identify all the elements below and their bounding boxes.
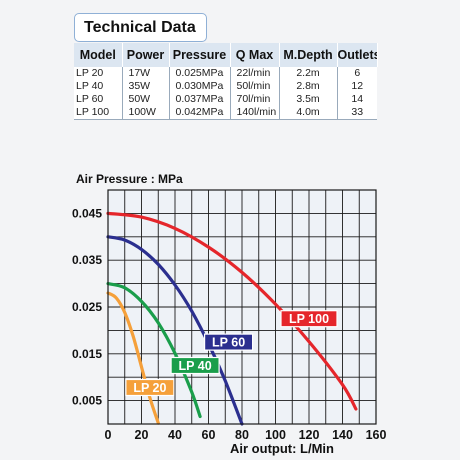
cell-mdepth: 2.8m	[278, 80, 337, 93]
cell-qmax: 22l/min	[229, 67, 279, 80]
x-tick-label: 0	[105, 428, 112, 442]
cell-model: LP 60	[74, 93, 122, 106]
cell-outlets: 12	[336, 80, 377, 93]
y-tick-label: 0.005	[72, 394, 102, 408]
table-row: LP 20 17W 0.025MPa 22l/min 2.2m 6	[74, 67, 377, 80]
cell-power: 35W	[121, 80, 169, 93]
series-label-box-lp20	[125, 378, 175, 397]
cell-mdepth: 2.2m	[278, 67, 337, 80]
series-line-lp100	[106, 211, 358, 411]
cell-power: 100W	[121, 106, 169, 120]
col-header-mdepth: M.Depth	[279, 43, 338, 67]
y-tick-label: 0.015	[72, 347, 102, 361]
page-title: Technical Data	[84, 19, 196, 36]
col-header-power: Power	[122, 43, 170, 67]
x-tick-label: 100	[265, 428, 286, 442]
table-header-row: Model Power Pressure Q Max M.Depth Outle…	[74, 43, 378, 67]
series-line-lp20	[106, 291, 160, 425]
x-tick-label: 120	[299, 428, 320, 442]
series-line-lp60	[106, 235, 244, 426]
y-axis-label: Air Pressure : MPa	[76, 172, 183, 186]
cell-mdepth: 3.5m	[278, 93, 337, 106]
cell-power: 50W	[121, 93, 169, 106]
spec-table: Model Power Pressure Q Max M.Depth Outle…	[74, 43, 378, 120]
table-row: LP 60 50W 0.037MPa 70l/min 3.5m 14	[74, 93, 377, 106]
cell-qmax: 140l/min	[229, 106, 279, 120]
plot-border	[107, 189, 377, 425]
col-header-model: Model	[74, 43, 123, 67]
grid	[108, 190, 376, 424]
x-tick-label: 40	[168, 428, 182, 442]
y-tick-label: 0.025	[72, 300, 102, 314]
x-axis-label: Air output: L/Min	[230, 441, 334, 456]
plot-frame	[107, 189, 377, 425]
x-tick-label: 60	[202, 428, 216, 442]
cell-outlets: 33	[336, 106, 377, 120]
table-row: LP 100 100W 0.042MPa 140l/min 4.0m 33	[74, 106, 377, 120]
cell-outlets: 6	[336, 67, 377, 80]
x-tick-labels: 0 20 40 60 80 100 120 140 160	[105, 428, 387, 442]
cell-model: LP 20	[74, 67, 122, 80]
cell-outlets: 14	[336, 93, 377, 106]
series-line-lp40	[106, 282, 202, 419]
series-label-text: LP 60	[212, 336, 245, 350]
series-label-text: LP 20	[133, 381, 166, 395]
x-tick-label: 160	[366, 428, 387, 442]
title-box: Technical Data	[74, 13, 207, 42]
cell-model: LP 100	[74, 106, 122, 120]
y-tick-label: 0.045	[72, 206, 102, 220]
col-header-qmax: Q Max	[230, 43, 280, 67]
cell-qmax: 70l/min	[229, 93, 279, 106]
series-group	[106, 211, 358, 426]
y-tick-labels: 0.045 0.035 0.025 0.015 0.005	[72, 206, 102, 407]
series-label-text: LP 100	[289, 312, 329, 326]
series-label-box-lp40	[170, 356, 220, 375]
cell-pressure: 0.025MPa	[168, 67, 230, 80]
x-tick-label: 140	[332, 428, 353, 442]
cell-qmax: 50l/min	[229, 80, 279, 93]
series-label-box-lp100	[280, 310, 338, 328]
series-label-box-lp60	[204, 333, 254, 351]
cell-pressure: 0.030MPa	[168, 80, 230, 93]
table-row: LP 40 35W 0.030MPa 50l/min 2.8m 12	[74, 80, 377, 93]
pressure-output-chart: Air Pressure : MPa 0.0450.0350.0250.0150…	[72, 172, 387, 456]
x-tick-label: 20	[135, 428, 149, 442]
series-label-text: LP 40	[179, 359, 212, 373]
cell-pressure: 0.037MPa	[168, 93, 230, 106]
cell-pressure: 0.042MPa	[168, 106, 230, 120]
col-header-outlets: Outlets	[337, 43, 378, 67]
cell-mdepth: 4.0m	[278, 106, 337, 120]
y-tick-label: 0.035	[72, 253, 102, 267]
x-tick-label: 80	[235, 428, 249, 442]
cell-model: LP 40	[74, 80, 122, 93]
cell-power: 17W	[121, 67, 169, 80]
col-header-pressure: Pressure	[169, 43, 231, 67]
